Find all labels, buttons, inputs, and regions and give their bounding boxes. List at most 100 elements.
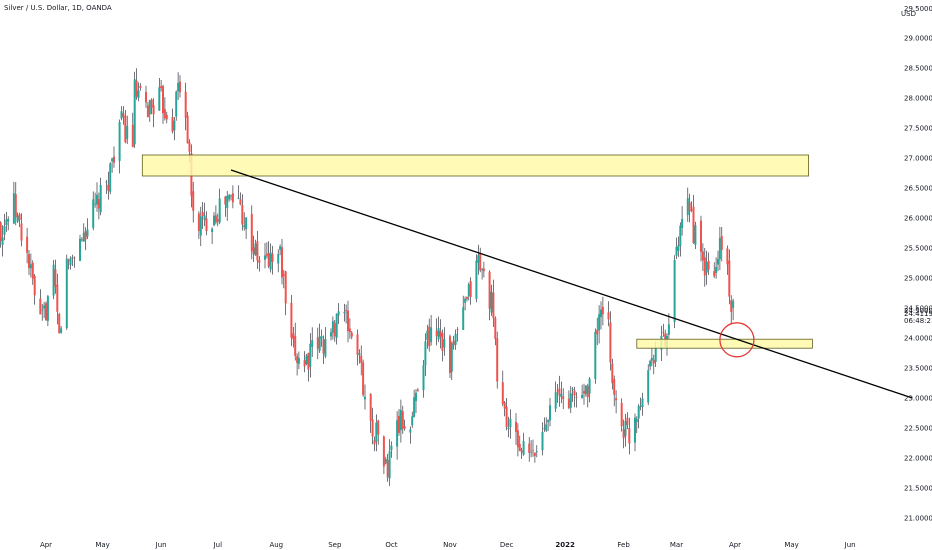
candle-down — [122, 113, 125, 117]
candle-up — [43, 305, 46, 309]
candle-down — [150, 99, 153, 108]
candle-down — [583, 391, 585, 394]
candle-up — [530, 451, 533, 453]
candle-up — [173, 120, 176, 131]
candle-up — [571, 389, 574, 390]
x-tick-label: Jul — [213, 541, 223, 549]
candle-up — [71, 257, 74, 259]
candle-down — [124, 116, 127, 143]
candle-down — [567, 398, 570, 408]
candle-up — [424, 341, 427, 366]
candle-down — [160, 86, 163, 88]
candle-up — [211, 228, 214, 233]
candle-up — [7, 219, 10, 222]
candle-down — [700, 220, 702, 252]
candle-down — [501, 382, 504, 404]
candle-down — [494, 318, 497, 339]
candle-down — [362, 362, 365, 395]
candle-up — [203, 215, 206, 220]
time-axis: Apr May Jun Jul Aug Sep Oct Nov Dec 2022 Feb Mar Apr… — [40, 541, 856, 549]
candle-up — [388, 451, 391, 479]
candle-up — [639, 405, 642, 407]
candle-up — [560, 393, 563, 398]
candle-down — [620, 403, 623, 427]
candle-up — [105, 181, 108, 183]
currency-label: USD — [901, 10, 916, 18]
candle-down — [615, 398, 618, 401]
candle-up — [92, 199, 95, 228]
candle-down — [728, 260, 731, 297]
candle-down — [107, 184, 110, 191]
candle-up — [318, 336, 321, 351]
candle-up — [137, 90, 140, 98]
candle-up — [158, 87, 161, 111]
candle-up — [331, 321, 334, 333]
x-tick-label: May — [95, 541, 109, 549]
x-tick-label: Oct — [385, 541, 397, 549]
candle-down — [528, 443, 531, 453]
candle-up — [297, 357, 300, 364]
candle-down — [439, 331, 442, 337]
candle-down — [292, 333, 295, 340]
candle-up — [3, 226, 6, 235]
candle-down — [492, 292, 495, 319]
candle-up — [588, 378, 591, 394]
candle-down — [730, 300, 733, 312]
candle-up — [635, 419, 638, 422]
candle-down — [131, 124, 134, 148]
candle-down — [39, 298, 42, 315]
x-tick-label: Mar — [670, 541, 683, 549]
candle-down — [271, 253, 274, 262]
candle-down — [186, 115, 189, 144]
candle-down — [401, 411, 404, 429]
candle-down — [146, 105, 149, 117]
candle-up — [554, 392, 557, 409]
candle-up — [705, 261, 708, 273]
candle-up — [543, 427, 546, 429]
candle-up — [237, 197, 240, 199]
candle-down — [31, 262, 34, 279]
candle-down — [73, 257, 76, 259]
candle-up — [96, 194, 98, 205]
zone-rectangle — [141, 154, 809, 177]
candle-down — [192, 191, 195, 211]
candle-down — [303, 360, 306, 367]
candle-down — [258, 260, 261, 263]
candle-down — [596, 329, 599, 335]
candle-up — [681, 218, 684, 228]
candle-up — [46, 296, 49, 321]
candle-up — [111, 158, 114, 162]
candle-up — [226, 195, 229, 209]
candle-up — [254, 243, 257, 256]
candle-down — [452, 340, 455, 346]
candle-down — [152, 105, 155, 115]
y-tick-label: 27.50000 — [904, 125, 932, 133]
candle-down — [558, 388, 561, 396]
candle-up — [600, 309, 602, 318]
candle-down — [622, 429, 625, 439]
y-tick-label: 22.00000 — [904, 455, 932, 463]
candle-down — [14, 194, 17, 218]
candle-up — [718, 237, 721, 260]
candle-up — [218, 198, 221, 223]
candle-up — [311, 340, 314, 347]
candle-down — [435, 330, 438, 337]
candle-down — [290, 302, 293, 338]
y-tick-label: 26.00000 — [904, 215, 932, 223]
candle-up — [715, 266, 718, 274]
candle-down — [520, 450, 523, 453]
candle-down — [54, 269, 57, 287]
candle-down — [482, 268, 485, 272]
candle-up — [650, 358, 653, 361]
candle-up — [522, 441, 525, 455]
candle-down — [360, 355, 363, 363]
candle-up — [16, 215, 19, 222]
candle-down — [18, 214, 21, 221]
candle-up — [277, 254, 280, 264]
candle-down — [586, 385, 589, 398]
candle-down — [345, 310, 348, 312]
candle-down — [518, 443, 521, 451]
candle-down — [479, 252, 482, 271]
x-tick-label: Dec — [500, 541, 514, 549]
